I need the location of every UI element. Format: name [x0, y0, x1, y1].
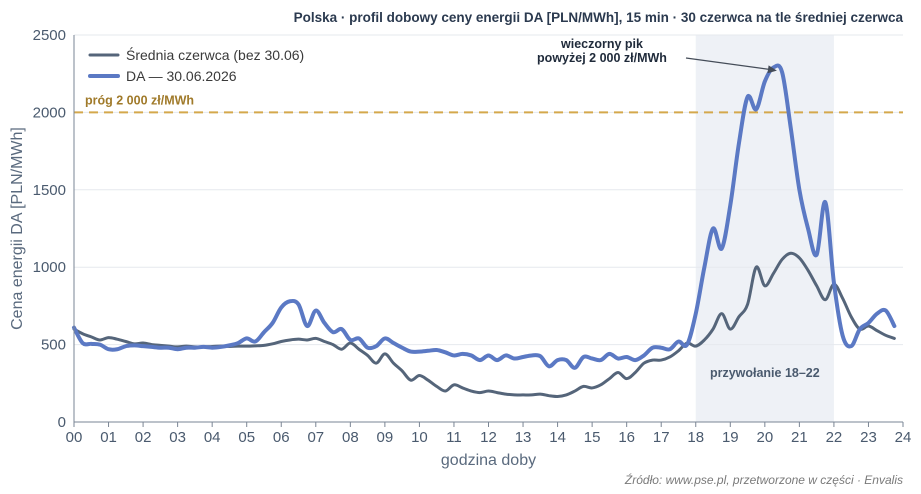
source-note: Źródło: www.pse.pl, przetworzone w częśc…	[624, 472, 903, 487]
x-tick-label: 17	[653, 429, 670, 446]
x-tick-label: 13	[515, 429, 532, 446]
x-tick-label: 05	[238, 429, 255, 446]
x-tick-label: 22	[826, 429, 843, 446]
x-tick-label: 14	[549, 429, 566, 446]
x-tick-label: 18	[687, 429, 704, 446]
x-tick-label: 02	[135, 429, 152, 446]
y-tick-label: 2000	[33, 104, 66, 121]
series-da-line	[72, 63, 897, 370]
legend-label-da: DA — 30.06.2026	[126, 68, 237, 84]
x-tick-label: 19	[722, 429, 739, 446]
recall-band-label: przywołanie 18–22	[710, 366, 820, 380]
y-tick-label: 0	[58, 414, 66, 431]
x-tick-label: 04	[204, 429, 221, 446]
x-tick-label: 12	[480, 429, 497, 446]
x-tick-label: 06	[273, 429, 290, 446]
recall-band	[695, 35, 834, 422]
y-tick-label: 2500	[33, 27, 66, 44]
x-tick-label: 15	[584, 429, 601, 446]
x-axis-ticks: 00 01 02 03 04 05 06 07 08 09 10 11 12 13 14 15 16 17 18 19…	[66, 422, 912, 446]
x-tick-label: 24	[895, 429, 912, 446]
annotation-line-2: powyżej 2 000 zł/MWh	[537, 51, 667, 65]
x-tick-label: 01	[100, 429, 117, 446]
x-axis-label: godzina doby	[441, 452, 536, 469]
axes: 00 01 02 03 04 05 06 07 08 09 10 11 12 13 14 15 16 17 18 19…	[9, 27, 911, 469]
x-tick-label: 20	[756, 429, 773, 446]
y-tick-label: 500	[41, 337, 66, 354]
legend-label-average: Średnia czerwca (bez 30.06)	[126, 46, 304, 63]
x-tick-label: 10	[411, 429, 428, 446]
plot-area: próg 2 000 zł/MWh przywołanie 18–22 wiec…	[72, 34, 903, 422]
x-tick-label: 07	[307, 429, 324, 446]
x-tick-label: 16	[618, 429, 635, 446]
annotation-line-1: wieczorny pik	[560, 37, 643, 51]
x-tick-label: 00	[66, 429, 83, 446]
x-tick-label: 21	[791, 429, 808, 446]
x-tick-label: 08	[342, 429, 359, 446]
y-axis-ticks: 0 500 1000 1500 2000 2500	[33, 27, 66, 431]
y-axis-label: Cena energii DA [PLN/MWh]	[9, 127, 26, 330]
y-tick-label: 1000	[33, 259, 66, 276]
annotation-arrow	[685, 57, 772, 71]
x-tick-label: 09	[377, 429, 394, 446]
peak-annotation: wieczorny pik powyżej 2 000 zł/MWh	[537, 37, 777, 74]
y-tick-label: 1500	[33, 182, 66, 199]
x-tick-label: 23	[860, 429, 877, 446]
annotation-arrowhead	[767, 65, 777, 74]
x-tick-label: 11	[446, 429, 462, 446]
threshold-label: próg 2 000 zł/MWh	[85, 93, 194, 107]
legend: Średnia czerwca (bez 30.06) DA — 30.06.2…	[88, 46, 304, 84]
chart-title: Polska · profil dobowy ceny energii DA […	[294, 10, 904, 25]
x-tick-label: 03	[169, 429, 186, 446]
